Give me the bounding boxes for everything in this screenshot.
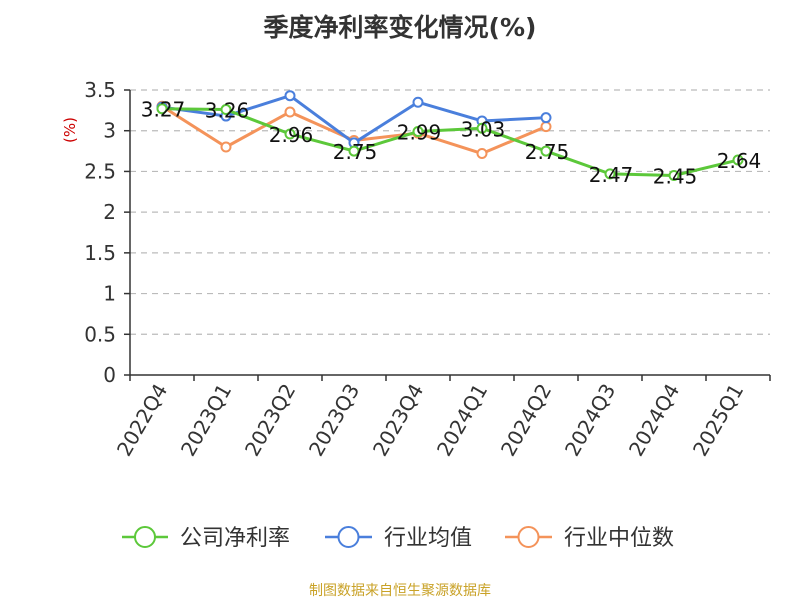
- chart-title: 季度净利率变化情况(%): [263, 13, 537, 42]
- y-axis-unit-label: (%): [61, 117, 79, 143]
- data-label: 2.99: [397, 121, 442, 145]
- data-point: [412, 96, 424, 108]
- data-point: [412, 126, 424, 138]
- legend: 公司净利率 行业均值 行业中位数: [122, 526, 674, 551]
- x-tick-label: 2024Q4: [624, 380, 684, 461]
- data-point: [220, 141, 232, 153]
- legend-item: 公司净利率: [122, 526, 290, 551]
- x-tick-label: 2023Q2: [240, 380, 300, 461]
- data-point: [284, 128, 296, 140]
- data-label: 2.64: [717, 149, 762, 173]
- data-point: [668, 170, 680, 181]
- legend-label: 公司净利率: [180, 526, 290, 551]
- series-line: [161, 107, 739, 177]
- data-point: [348, 145, 360, 157]
- data-point: [604, 168, 616, 180]
- y-tick-labels: 0 0.5 1 1.5 2 2.5 3 3.5: [84, 78, 116, 387]
- legend-item: 行业中位数: [505, 526, 674, 551]
- legend-swatch-marker: [517, 526, 540, 548]
- data-point: [540, 121, 552, 133]
- data-point: [476, 148, 488, 160]
- data-label: 3.27: [141, 98, 186, 122]
- data-label: 3.03: [461, 117, 506, 141]
- data-point: [540, 112, 552, 124]
- data-label: 2.75: [525, 140, 570, 164]
- y-tick-label: 0.5: [84, 322, 116, 346]
- legend-label: 行业均值: [384, 526, 472, 551]
- y-tick-label: 2: [103, 200, 116, 224]
- y-tick-label: 3: [103, 119, 116, 143]
- x-tick-label: 2023Q1: [176, 380, 236, 461]
- data-point: [540, 145, 552, 157]
- y-tick-label: 3.5: [84, 78, 116, 102]
- data-point: [220, 104, 232, 116]
- legend-swatch-marker: [134, 526, 156, 548]
- x-tick-label: 2023Q3: [304, 380, 364, 461]
- y-tick-label: 2.5: [84, 159, 116, 183]
- data-label: 2.45: [653, 165, 698, 189]
- x-tick-label: 2024Q1: [432, 380, 492, 461]
- series-1: [156, 90, 552, 149]
- axes: [124, 89, 771, 381]
- x-tick-label: 2024Q2: [496, 380, 556, 461]
- y-tick-label: 1.5: [84, 241, 116, 265]
- data-source-note: 制图数据来自恒生聚源数据库: [309, 583, 491, 599]
- data-label: 2.96: [269, 123, 314, 147]
- series-lines: [156, 90, 744, 181]
- x-tick-labels: 2022Q4 2023Q1 2023Q2 2023Q3 2023Q4 2024Q1 2024…: [112, 380, 748, 461]
- legend-label: 行业中位数: [564, 526, 674, 551]
- data-label: 3.26: [205, 99, 250, 123]
- legend-item: 行业均值: [325, 526, 472, 551]
- data-point: [284, 90, 296, 102]
- y-tick-label: 1: [103, 282, 116, 306]
- x-tick-label: 2025Q1: [688, 380, 748, 461]
- data-point: [156, 103, 168, 115]
- data-point: [284, 106, 296, 118]
- data-point: [476, 122, 488, 134]
- y-tick-label: 0: [103, 363, 116, 387]
- x-tick-label: 2023Q4: [368, 380, 428, 461]
- data-label: 2.75: [333, 140, 378, 164]
- legend-swatch-marker: [337, 526, 360, 548]
- data-point: [732, 154, 744, 166]
- gridlines: [130, 89, 770, 335]
- data-labels: 3.27 3.26 2.96 2.75 2.99 3.03 2.75 2.47 2.45 2.64: [141, 98, 762, 189]
- series-0: [156, 103, 744, 181]
- x-tick-label: 2022Q4: [112, 380, 172, 461]
- x-tick-label: 2024Q3: [560, 380, 620, 461]
- data-label: 2.47: [589, 163, 634, 187]
